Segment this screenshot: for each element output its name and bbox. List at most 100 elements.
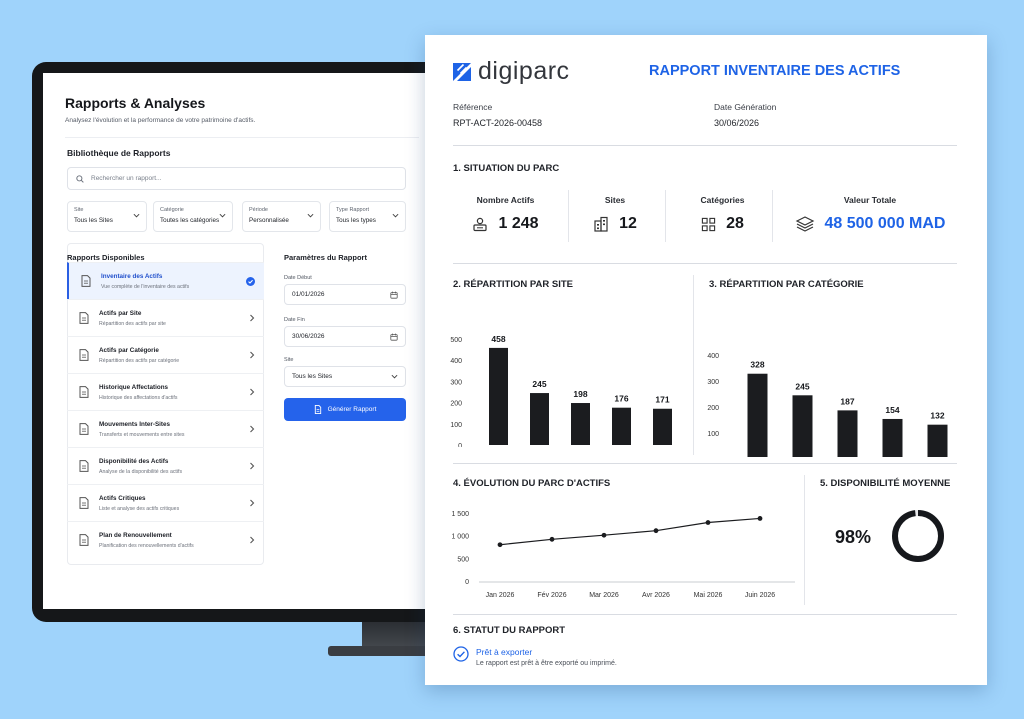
search-input[interactable]: Rechercher un rapport... — [67, 167, 406, 190]
y-tick-label: 500 — [450, 337, 462, 344]
report-item-title: Actifs par Catégorie — [99, 346, 159, 354]
bar — [792, 395, 813, 457]
generate-report-label: Générer Rapport — [327, 406, 377, 413]
report-item-description: Vue complète de l'inventaire des actifs — [101, 283, 190, 290]
bar — [653, 408, 672, 445]
kpi-categories: Catégories 28 — [675, 185, 770, 245]
kpi-value: 48 500 000 MAD — [824, 215, 946, 232]
x-tick-label: Jan 2026 — [486, 592, 515, 599]
brand-name: digiparc — [478, 57, 570, 85]
chevron-right-icon — [250, 499, 255, 507]
kpi-value: 12 — [619, 215, 637, 232]
kpi-asset-count: Nombre Actifs 1 248 — [453, 185, 558, 245]
filter-category[interactable]: Catégorie Toutes les catégories — [153, 201, 233, 232]
report-item[interactable]: Inventaire des Actifs Vue complète de l'i… — [67, 262, 264, 299]
kpi-sites: Sites 12 — [575, 185, 655, 245]
divider — [65, 137, 419, 138]
report-item[interactable]: Actifs par Site Répartition des actifs pa… — [67, 299, 264, 336]
y-tick-label: 200 — [707, 405, 719, 412]
bar — [747, 373, 768, 457]
y-tick-label: 100 — [450, 422, 462, 429]
bar-value-label: 328 — [750, 360, 764, 370]
bar — [571, 403, 590, 445]
report-item-title: Actifs Critiques — [99, 494, 146, 502]
filter-label: Type Rapport — [336, 207, 370, 213]
generate-report-button[interactable]: Générer Rapport — [284, 398, 406, 421]
site-select[interactable]: Tous les Sites — [284, 366, 406, 387]
y-tick-label: 1 000 — [451, 534, 469, 541]
kpi-total-value: Valeur Totale 48 500 000 MAD — [780, 185, 960, 245]
divider — [453, 263, 957, 264]
x-tick-label: Avr 2026 — [642, 592, 670, 599]
report-item-title: Mouvements Inter-Sites — [99, 420, 171, 428]
bar — [489, 347, 508, 445]
x-tick-label: Fév 2026 — [537, 592, 566, 599]
site-select-value: Tous les Sites — [292, 373, 333, 380]
end-date-value: 30/06/2026 — [292, 333, 325, 340]
bar-value-label: 132 — [930, 411, 944, 421]
kpi-divider — [568, 190, 569, 242]
availability-value: 98% — [835, 527, 872, 547]
chart-evolution: 0 500 1 000 1 500 Jan 2026 Fév 2026 Mar 2026 Av… — [451, 511, 795, 599]
report-item-description: Analyse de la disponibilité des actifs — [99, 468, 183, 475]
report-item-title: Disponibilité des Actifs — [99, 457, 169, 465]
page-title: Rapports & Analyses — [65, 95, 206, 111]
bar — [530, 393, 549, 445]
generation-date-label: Date Génération — [714, 102, 777, 112]
report-item[interactable]: Plan de Renouvellement Planification des … — [67, 521, 264, 558]
building-icon — [594, 216, 608, 232]
y-tick-label: 100 — [707, 431, 719, 438]
document-icon — [79, 312, 89, 324]
x-tick-label: Juin 2026 — [745, 592, 775, 599]
document-icon — [79, 423, 89, 435]
report-document: digiparc RAPPORT INVENTAIRE DES ACTIFS R… — [425, 35, 987, 685]
report-item-title: Actifs par Site — [99, 309, 142, 317]
reference-label: Référence — [453, 102, 493, 112]
check-badge-icon — [246, 276, 255, 286]
filter-period[interactable]: Période Personnalisée — [242, 201, 321, 232]
chevron-right-icon — [250, 425, 255, 433]
app-screen: Rapports & Analyses Analysez l'évolution… — [43, 73, 441, 609]
digiparc-logo-icon — [453, 62, 471, 81]
series-line — [499, 517, 761, 546]
end-date-label: Date Fin — [284, 317, 305, 323]
report-item[interactable]: Actifs par Catégorie Répartition des acti… — [67, 336, 264, 373]
chevron-right-icon — [250, 351, 255, 359]
section-3-title: 3. RÉPARTITION PAR CATÉGORIE — [709, 279, 864, 290]
report-item[interactable]: Actifs Critiques Liste et analyse des act… — [67, 484, 264, 521]
y-tick-label: 400 — [450, 358, 462, 365]
filter-report-type[interactable]: Type Rapport Tous les types — [329, 201, 406, 232]
kpi-divider — [665, 190, 666, 242]
calendar-icon — [390, 333, 398, 341]
section-5-title: 5. DISPONIBILITÉ MOYENNE — [820, 478, 951, 489]
chevron-down-icon — [307, 213, 314, 218]
reference-value: RPT-ACT-2026-00458 — [453, 118, 543, 128]
divider — [453, 614, 957, 615]
report-title: RAPPORT INVENTAIRE DES ACTIFS — [649, 63, 901, 79]
bar-value-label: 198 — [573, 389, 587, 399]
y-tick-label: 200 — [450, 401, 462, 408]
document-icon — [314, 405, 321, 414]
bar-value-label: 458 — [491, 334, 505, 344]
end-date-field[interactable]: 30/06/2026 — [284, 326, 406, 347]
document-icon — [81, 275, 91, 287]
reports-heading: Rapports Disponibles — [67, 253, 145, 262]
monitor-stand-base — [328, 646, 460, 656]
report-item-description: Historique des affectations d'actifs — [99, 394, 178, 401]
report-item[interactable]: Historique Affectations Historique des af… — [67, 373, 264, 410]
document-icon — [79, 460, 89, 472]
start-date-field[interactable]: 01/01/2026 — [284, 284, 406, 305]
section-6-title: 6. STATUT DU RAPPORT — [453, 625, 566, 636]
kpi-label: Nombre Actifs — [476, 195, 535, 205]
report-item[interactable]: Mouvements Inter-Sites Transferts et mouv… — [67, 410, 264, 447]
x-tick-label: Mai 2026 — [694, 592, 723, 599]
data-point — [705, 520, 711, 525]
filter-site[interactable]: Site Tous les Sites — [67, 201, 147, 232]
y-tick-label: 0 — [458, 443, 462, 447]
bar-value-label: 245 — [795, 381, 809, 391]
start-date-value: 01/01/2026 — [292, 291, 325, 298]
kpi-value: 1 248 — [498, 215, 539, 232]
check-circle-icon — [453, 646, 469, 662]
bar — [837, 410, 858, 457]
report-item[interactable]: Disponibilité des Actifs Analyse de la di… — [67, 447, 264, 484]
